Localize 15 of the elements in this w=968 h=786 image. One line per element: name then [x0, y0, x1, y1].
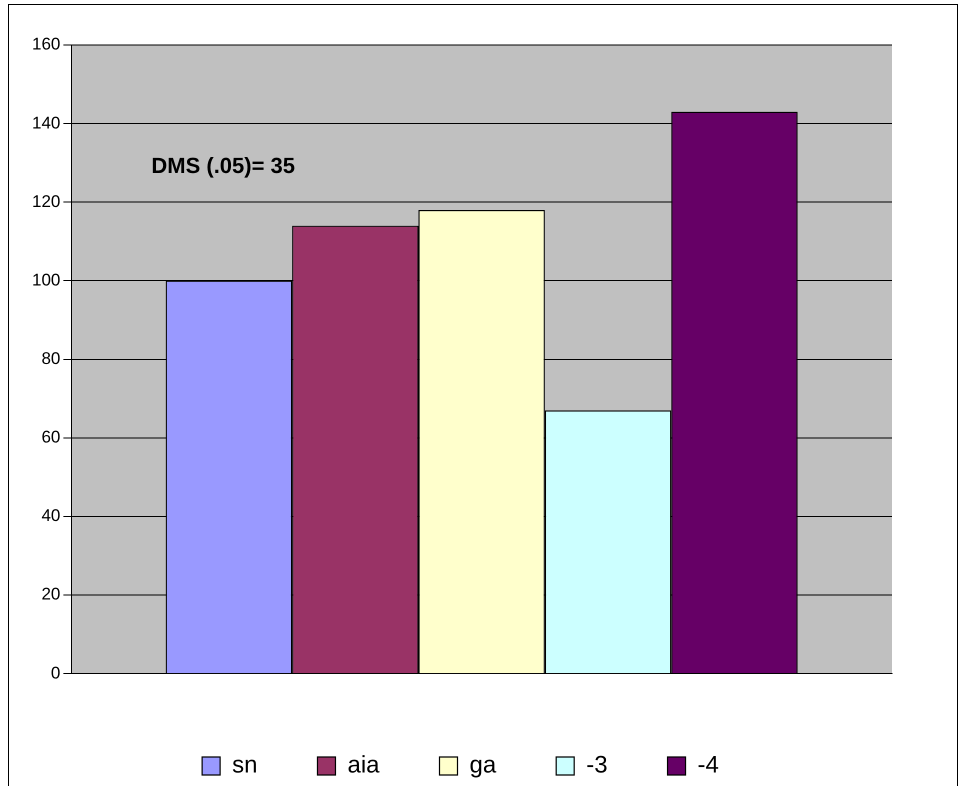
- legend-label: -4: [698, 752, 719, 779]
- annotation: DMS (.05)= 35: [151, 153, 296, 178]
- y-tick-label: 100: [32, 270, 60, 290]
- legend-label: sn: [232, 752, 258, 779]
- y-tick-label: 160: [32, 34, 60, 54]
- y-tick-label: 120: [32, 192, 60, 211]
- y-tick-label: 60: [41, 428, 60, 447]
- y-tick-label: 140: [32, 113, 60, 132]
- y-tick-label: 80: [41, 348, 60, 368]
- y-tick-label: 40: [41, 506, 60, 526]
- legend-label: -3: [586, 752, 608, 779]
- legend-label: ga: [470, 752, 497, 779]
- y-tick-label: 0: [50, 663, 60, 682]
- y-tick-label: 20: [41, 584, 60, 604]
- legend-label: aia: [347, 752, 380, 779]
